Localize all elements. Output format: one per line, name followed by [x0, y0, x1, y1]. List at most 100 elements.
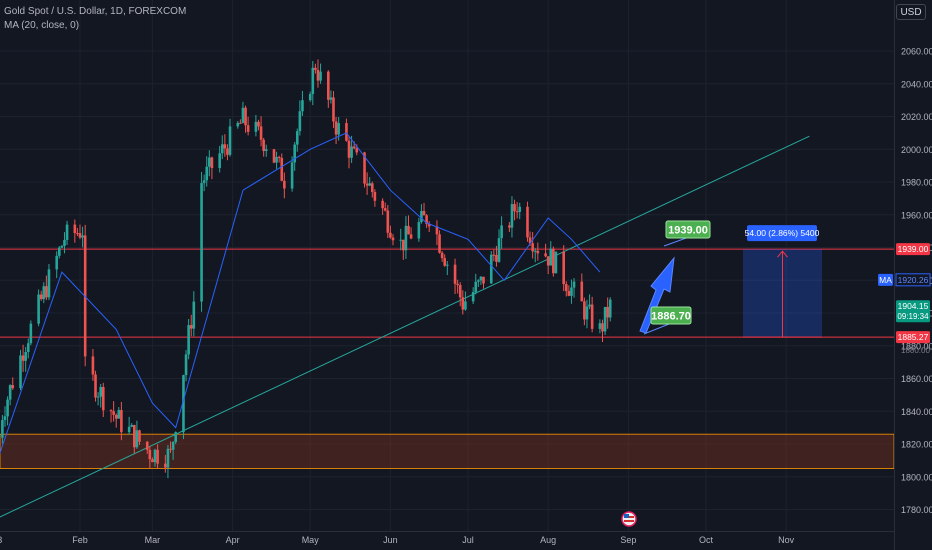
candle-body [319, 71, 322, 81]
ma-price-tag-border [895, 273, 931, 287]
candle-body [223, 144, 227, 149]
price-tick-label: 2060.00 [901, 47, 932, 57]
long-position-box[interactable]: 54.00 (2.86%) 5400 [743, 225, 822, 338]
candle-body [8, 385, 12, 400]
projection-label: 54.00 (2.86%) 5400 [745, 228, 820, 238]
candle-body [239, 122, 242, 124]
candle-body [101, 387, 105, 411]
candle-body [562, 251, 565, 285]
candle-body [590, 304, 594, 329]
candle-body [564, 284, 568, 292]
candle-body [156, 449, 159, 464]
candle-body [510, 204, 514, 228]
candle-body [477, 280, 480, 282]
ma-price-tag-bg [896, 273, 930, 286]
us-flag-event-icon[interactable] [621, 511, 637, 527]
candle-body [458, 285, 462, 298]
price-tick-label: 1960.00 [901, 210, 932, 220]
candle-body [151, 459, 154, 463]
candle-body [536, 250, 540, 254]
candle-body [435, 226, 439, 235]
candle-body [531, 243, 534, 252]
candle-body [3, 416, 7, 421]
candle-body [187, 325, 190, 355]
candle-body [518, 206, 522, 212]
candle-body [365, 183, 369, 186]
candle-body [552, 248, 555, 274]
candle-body [244, 107, 247, 126]
candle-body [283, 180, 286, 189]
candle-body [210, 157, 214, 169]
candle-body [200, 183, 203, 302]
candle-body [585, 306, 589, 320]
candle-body [148, 449, 152, 460]
candle-body [474, 281, 478, 293]
candle-body [381, 200, 384, 209]
price-callouts: 1939.00 1886.70 [650, 220, 711, 325]
resistance-price-tag: 1939.00 [898, 244, 929, 254]
candle-body [456, 283, 459, 286]
symbol-title[interactable]: Gold Spot / U.S. Dollar, 1D, FOREXCOM [4, 6, 187, 17]
time-tick-label: 23 [0, 535, 2, 545]
candle-body [383, 208, 387, 211]
candle-body [42, 286, 46, 300]
candle-body [262, 139, 265, 152]
time-tick-label: Jul [462, 535, 474, 545]
candle-body [112, 411, 115, 415]
candle-body [546, 256, 550, 266]
candle-body [389, 232, 392, 238]
candle-body [355, 148, 359, 153]
candle-body [208, 157, 211, 167]
support-price-tag: 1885.27 [898, 332, 929, 342]
candle-body [497, 238, 501, 262]
candlestick-series [1, 59, 612, 479]
candle-body [153, 449, 157, 463]
candle-body [135, 430, 139, 448]
price-tick-label: 1780.00 [901, 505, 932, 515]
candle-body [533, 250, 537, 252]
trendline[interactable] [0, 135, 810, 529]
candle-body [127, 426, 131, 433]
candle-body [337, 123, 340, 135]
candle-body [386, 210, 390, 233]
countdown-tag: 09:19:34 [897, 312, 929, 321]
candle-body [73, 224, 77, 234]
projection-label-bg [747, 225, 817, 242]
candle-body [11, 385, 15, 389]
time-tick-label: Oct [699, 535, 714, 545]
candle-body [443, 258, 447, 266]
candle-body [580, 281, 584, 302]
candle-body [471, 292, 475, 302]
time-axis-separator [0, 531, 894, 532]
resistance-price-tag-bg [896, 243, 930, 256]
candle-body [479, 276, 483, 281]
ma-badge: MA [879, 275, 892, 285]
candle-body [257, 121, 260, 127]
candle-body [55, 255, 59, 270]
ma-price-tag: 1920.26 [898, 275, 929, 285]
candle-body [554, 251, 558, 274]
candle-body [1, 420, 4, 438]
candle-body [427, 224, 431, 227]
candle-body [26, 343, 30, 353]
candle-body [226, 148, 229, 155]
candle-body [133, 425, 136, 448]
indicator-label[interactable]: MA (20, close, 0) [4, 20, 80, 31]
candle-body [417, 222, 421, 239]
time-axis[interactable]: 23 Feb Mar Apr May Jun Jul Aug Sep Oct Nov [0, 535, 795, 545]
candle-body [425, 215, 428, 225]
time-tick-label: May [302, 535, 320, 545]
candle-body [373, 192, 377, 201]
time-tick-label: Aug [540, 535, 556, 545]
candle-body [608, 299, 612, 318]
candle-body [461, 297, 465, 310]
currency-button[interactable]: USD [896, 4, 926, 20]
candle-body [606, 306, 609, 318]
price-tick-label: 1840.00 [901, 407, 932, 417]
candle-body [117, 410, 121, 419]
candle-body [495, 254, 498, 262]
candle-body [29, 323, 33, 344]
time-tick-label: Apr [226, 535, 240, 545]
candle-body [241, 107, 245, 123]
